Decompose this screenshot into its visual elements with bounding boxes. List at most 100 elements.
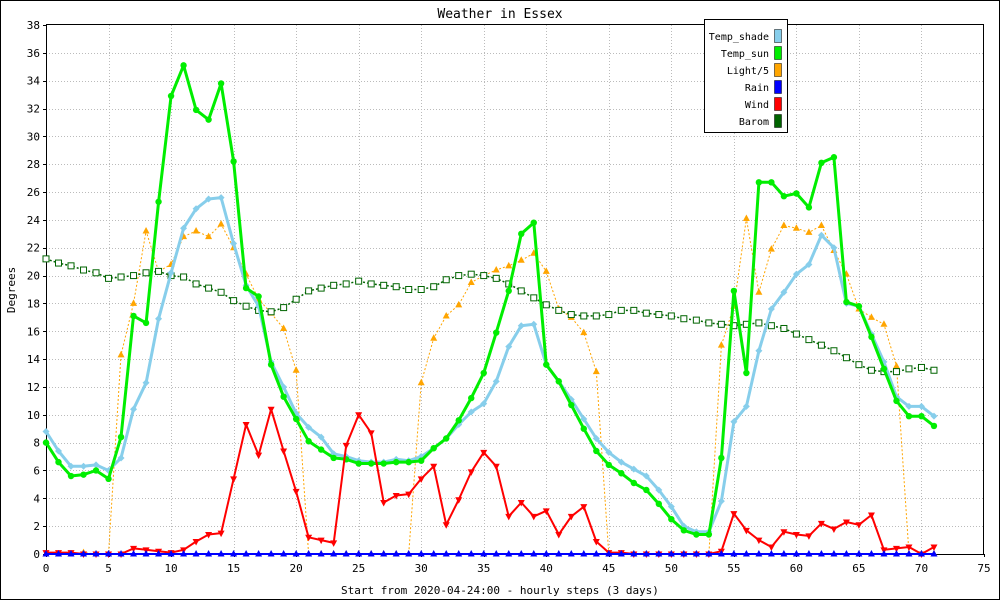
x-tick-label: 50 xyxy=(665,562,678,575)
y-tick-label: 20 xyxy=(27,270,40,283)
data-point-rain xyxy=(642,550,650,557)
data-point-temp-shade xyxy=(317,433,325,441)
data-point-barom xyxy=(142,269,150,277)
y-axis-label: Degrees xyxy=(5,267,18,313)
data-point-temp-sun xyxy=(730,287,738,295)
data-point-temp-shade xyxy=(717,497,725,505)
y-tick-label: 22 xyxy=(27,242,40,255)
legend-label: Temp_sun xyxy=(721,49,769,60)
y-tick-label: 24 xyxy=(27,214,41,227)
legend-label: Temp_shade xyxy=(709,32,769,43)
data-point-temp-sun xyxy=(468,394,475,402)
data-point-rain xyxy=(655,550,663,557)
x-tick-label: 35 xyxy=(477,562,490,575)
data-point-temp-shade xyxy=(767,305,775,313)
data-point-rain xyxy=(155,550,163,557)
data-point-rain xyxy=(330,550,338,557)
legend-label: Wind xyxy=(745,100,769,111)
data-point-wind xyxy=(817,520,825,528)
data-point-barom xyxy=(617,306,625,314)
data-point-temp-sun xyxy=(355,460,362,467)
data-point-barom xyxy=(380,281,388,289)
data-point-rain xyxy=(717,550,725,557)
data-point-rain xyxy=(142,550,150,557)
data-point-rain xyxy=(680,550,688,557)
data-point-temp-shade xyxy=(580,415,588,423)
data-point-temp-shade xyxy=(180,224,188,232)
data-point-rain xyxy=(442,550,450,557)
data-point-temp-sun xyxy=(317,446,325,453)
data-point-temp-sun xyxy=(605,461,612,469)
data-point-rain xyxy=(780,550,788,557)
y-tick-label: 32 xyxy=(27,103,40,116)
data-point-temp-sun xyxy=(693,531,700,538)
data-point-light-5 xyxy=(805,228,813,235)
data-point-temp-sun xyxy=(755,179,763,186)
data-point-wind xyxy=(130,545,138,553)
data-point-temp-sun xyxy=(230,158,237,165)
data-point-temp-shade xyxy=(130,405,138,413)
data-point-wind xyxy=(505,513,513,521)
data-point-temp-shade xyxy=(230,240,238,248)
data-point-light-5 xyxy=(130,299,138,306)
y-tick-label: 12 xyxy=(27,381,40,394)
data-point-temp-sun xyxy=(255,293,262,300)
data-point-temp-sun xyxy=(530,219,537,226)
data-point-temp-sun xyxy=(130,312,137,320)
data-point-temp-sun xyxy=(430,445,437,452)
data-point-rain xyxy=(630,550,638,557)
data-point-wind xyxy=(580,504,588,511)
data-point-barom xyxy=(767,322,775,330)
data-point-barom xyxy=(355,277,363,285)
data-point-temp-shade xyxy=(192,205,200,213)
data-point-wind xyxy=(255,452,263,460)
legend-box xyxy=(704,19,788,133)
data-point-barom xyxy=(117,273,125,281)
data-point-rain xyxy=(230,550,238,557)
data-point-temp-shade xyxy=(817,231,825,239)
data-point-rain xyxy=(455,550,463,557)
data-point-temp-shade xyxy=(780,288,788,296)
data-point-rain xyxy=(417,550,425,557)
data-point-barom xyxy=(492,274,500,282)
data-point-wind xyxy=(380,499,388,507)
data-point-barom xyxy=(217,288,225,296)
data-point-temp-sun xyxy=(868,333,875,341)
series-line-temp-shade xyxy=(44,196,935,534)
data-point-temp-shade xyxy=(805,260,813,268)
data-point-rain xyxy=(830,550,838,557)
data-point-temp-shade xyxy=(55,447,63,455)
legend-swatch xyxy=(774,97,782,111)
data-point-light-5 xyxy=(217,220,225,227)
data-point-rain xyxy=(480,550,488,557)
data-point-temp-sun xyxy=(780,193,788,200)
data-point-temp-sun xyxy=(905,412,913,420)
data-point-temp-sun xyxy=(205,116,212,123)
data-point-barom xyxy=(92,269,100,277)
data-point-light-5 xyxy=(517,256,525,263)
data-point-wind xyxy=(267,406,275,414)
data-point-wind xyxy=(305,534,313,542)
data-point-temp-sun xyxy=(568,401,575,409)
data-point-wind xyxy=(280,448,288,455)
x-tick-label: 5 xyxy=(105,562,112,575)
data-point-temp-sun xyxy=(843,298,850,306)
data-point-rain xyxy=(742,550,750,557)
data-point-rain xyxy=(667,550,675,557)
data-point-rain xyxy=(605,550,613,557)
data-point-temp-shade xyxy=(905,402,913,410)
y-tick-label: 28 xyxy=(27,158,40,171)
data-point-temp-sun xyxy=(918,412,925,420)
data-point-temp-shade xyxy=(517,322,525,330)
data-point-barom xyxy=(755,319,763,327)
data-point-temp-shade xyxy=(630,465,638,473)
data-point-temp-shade xyxy=(42,427,50,435)
data-point-rain xyxy=(242,550,250,557)
data-point-temp-shade xyxy=(305,423,313,431)
data-point-wind xyxy=(905,544,913,552)
data-point-wind xyxy=(442,522,450,529)
data-point-wind xyxy=(855,522,863,529)
data-point-wind xyxy=(342,442,350,450)
data-point-light-5 xyxy=(430,334,438,341)
data-point-barom xyxy=(705,319,713,327)
